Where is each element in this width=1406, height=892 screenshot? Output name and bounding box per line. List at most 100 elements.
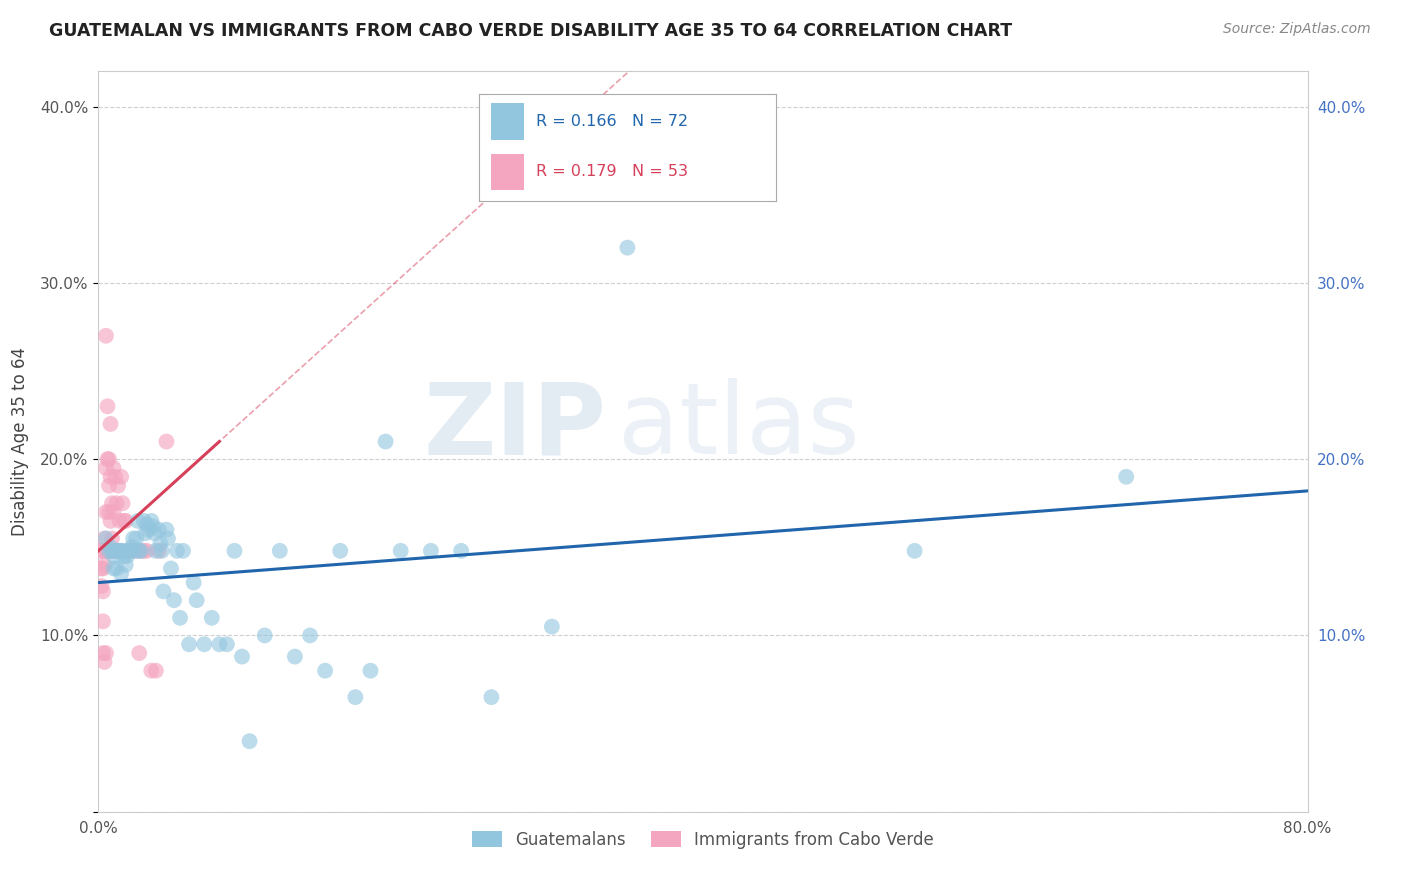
Point	[94, 505, 117, 519]
Point	[110, 566, 132, 581]
Point	[91, 544, 114, 558]
Point	[90, 544, 112, 558]
Point	[93, 558, 115, 572]
Point	[183, 575, 205, 590]
Point	[94, 461, 117, 475]
Point	[94, 532, 117, 546]
Point	[124, 544, 146, 558]
Point	[103, 461, 125, 475]
Point	[112, 549, 135, 563]
Point	[103, 544, 125, 558]
Legend: Guatemalans, Immigrants from Cabo Verde: Guatemalans, Immigrants from Cabo Verde	[465, 824, 941, 855]
Point	[110, 544, 132, 558]
Point	[105, 496, 128, 510]
Point	[231, 649, 253, 664]
Point	[93, 655, 115, 669]
Point	[100, 417, 122, 431]
Point	[193, 637, 215, 651]
Point	[112, 514, 135, 528]
Point	[132, 544, 155, 558]
Point	[93, 532, 115, 546]
Text: Source: ZipAtlas.com: Source: ZipAtlas.com	[1223, 22, 1371, 37]
Point	[135, 517, 157, 532]
Point	[96, 399, 118, 413]
Point	[98, 478, 121, 492]
Point	[904, 544, 927, 558]
Point	[100, 470, 122, 484]
Point	[299, 628, 322, 642]
Point	[105, 544, 128, 558]
Point	[253, 628, 276, 642]
Point	[115, 549, 138, 563]
Point	[141, 514, 163, 528]
Point	[329, 544, 352, 558]
Point	[141, 664, 163, 678]
Point	[215, 637, 238, 651]
Point	[101, 532, 124, 546]
Point	[152, 584, 174, 599]
Point	[344, 690, 367, 705]
Point	[389, 544, 412, 558]
Point	[145, 664, 167, 678]
Y-axis label: Disability Age 35 to 64: Disability Age 35 to 64	[11, 347, 30, 536]
Point	[128, 544, 150, 558]
Text: GUATEMALAN VS IMMIGRANTS FROM CABO VERDE DISABILITY AGE 35 TO 64 CORRELATION CHA: GUATEMALAN VS IMMIGRANTS FROM CABO VERDE…	[49, 22, 1012, 40]
Point	[110, 470, 132, 484]
Point	[98, 544, 121, 558]
Point	[90, 561, 112, 575]
Point	[128, 646, 150, 660]
Point	[98, 544, 121, 558]
Point	[114, 514, 136, 528]
Point	[136, 523, 159, 537]
Point	[94, 646, 117, 660]
Point	[125, 544, 148, 558]
Point	[269, 544, 291, 558]
Point	[98, 505, 121, 519]
Point	[125, 532, 148, 546]
Point	[148, 523, 170, 537]
Point	[314, 664, 336, 678]
Point	[111, 496, 134, 510]
Point	[107, 478, 129, 492]
Point	[90, 579, 112, 593]
Point	[96, 544, 118, 558]
Point	[105, 561, 128, 575]
Point	[105, 544, 128, 558]
Point	[142, 519, 165, 533]
Point	[91, 584, 114, 599]
Point	[91, 561, 114, 575]
Point	[118, 544, 141, 558]
Point	[108, 544, 131, 558]
Point	[616, 241, 638, 255]
Point	[104, 544, 127, 558]
Text: atlas: atlas	[619, 378, 860, 475]
Point	[156, 532, 179, 546]
Point	[115, 544, 138, 558]
Point	[127, 514, 149, 528]
Point	[91, 646, 114, 660]
Point	[155, 523, 177, 537]
Point	[132, 514, 155, 528]
Point	[160, 561, 183, 575]
Point	[120, 544, 142, 558]
Point	[201, 611, 224, 625]
Point	[1115, 470, 1137, 484]
Text: ZIP: ZIP	[423, 378, 606, 475]
Point	[104, 470, 127, 484]
Point	[143, 526, 166, 541]
Point	[94, 544, 117, 558]
Point	[145, 544, 167, 558]
Point	[104, 544, 127, 558]
Point	[208, 637, 231, 651]
Point	[100, 514, 122, 528]
Point	[186, 593, 208, 607]
Point	[118, 544, 141, 558]
Point	[96, 452, 118, 467]
Point	[166, 544, 188, 558]
Point	[481, 690, 503, 705]
Point	[420, 544, 443, 558]
Point	[121, 544, 143, 558]
Point	[103, 561, 125, 575]
Point	[149, 537, 172, 551]
Point	[169, 611, 191, 625]
